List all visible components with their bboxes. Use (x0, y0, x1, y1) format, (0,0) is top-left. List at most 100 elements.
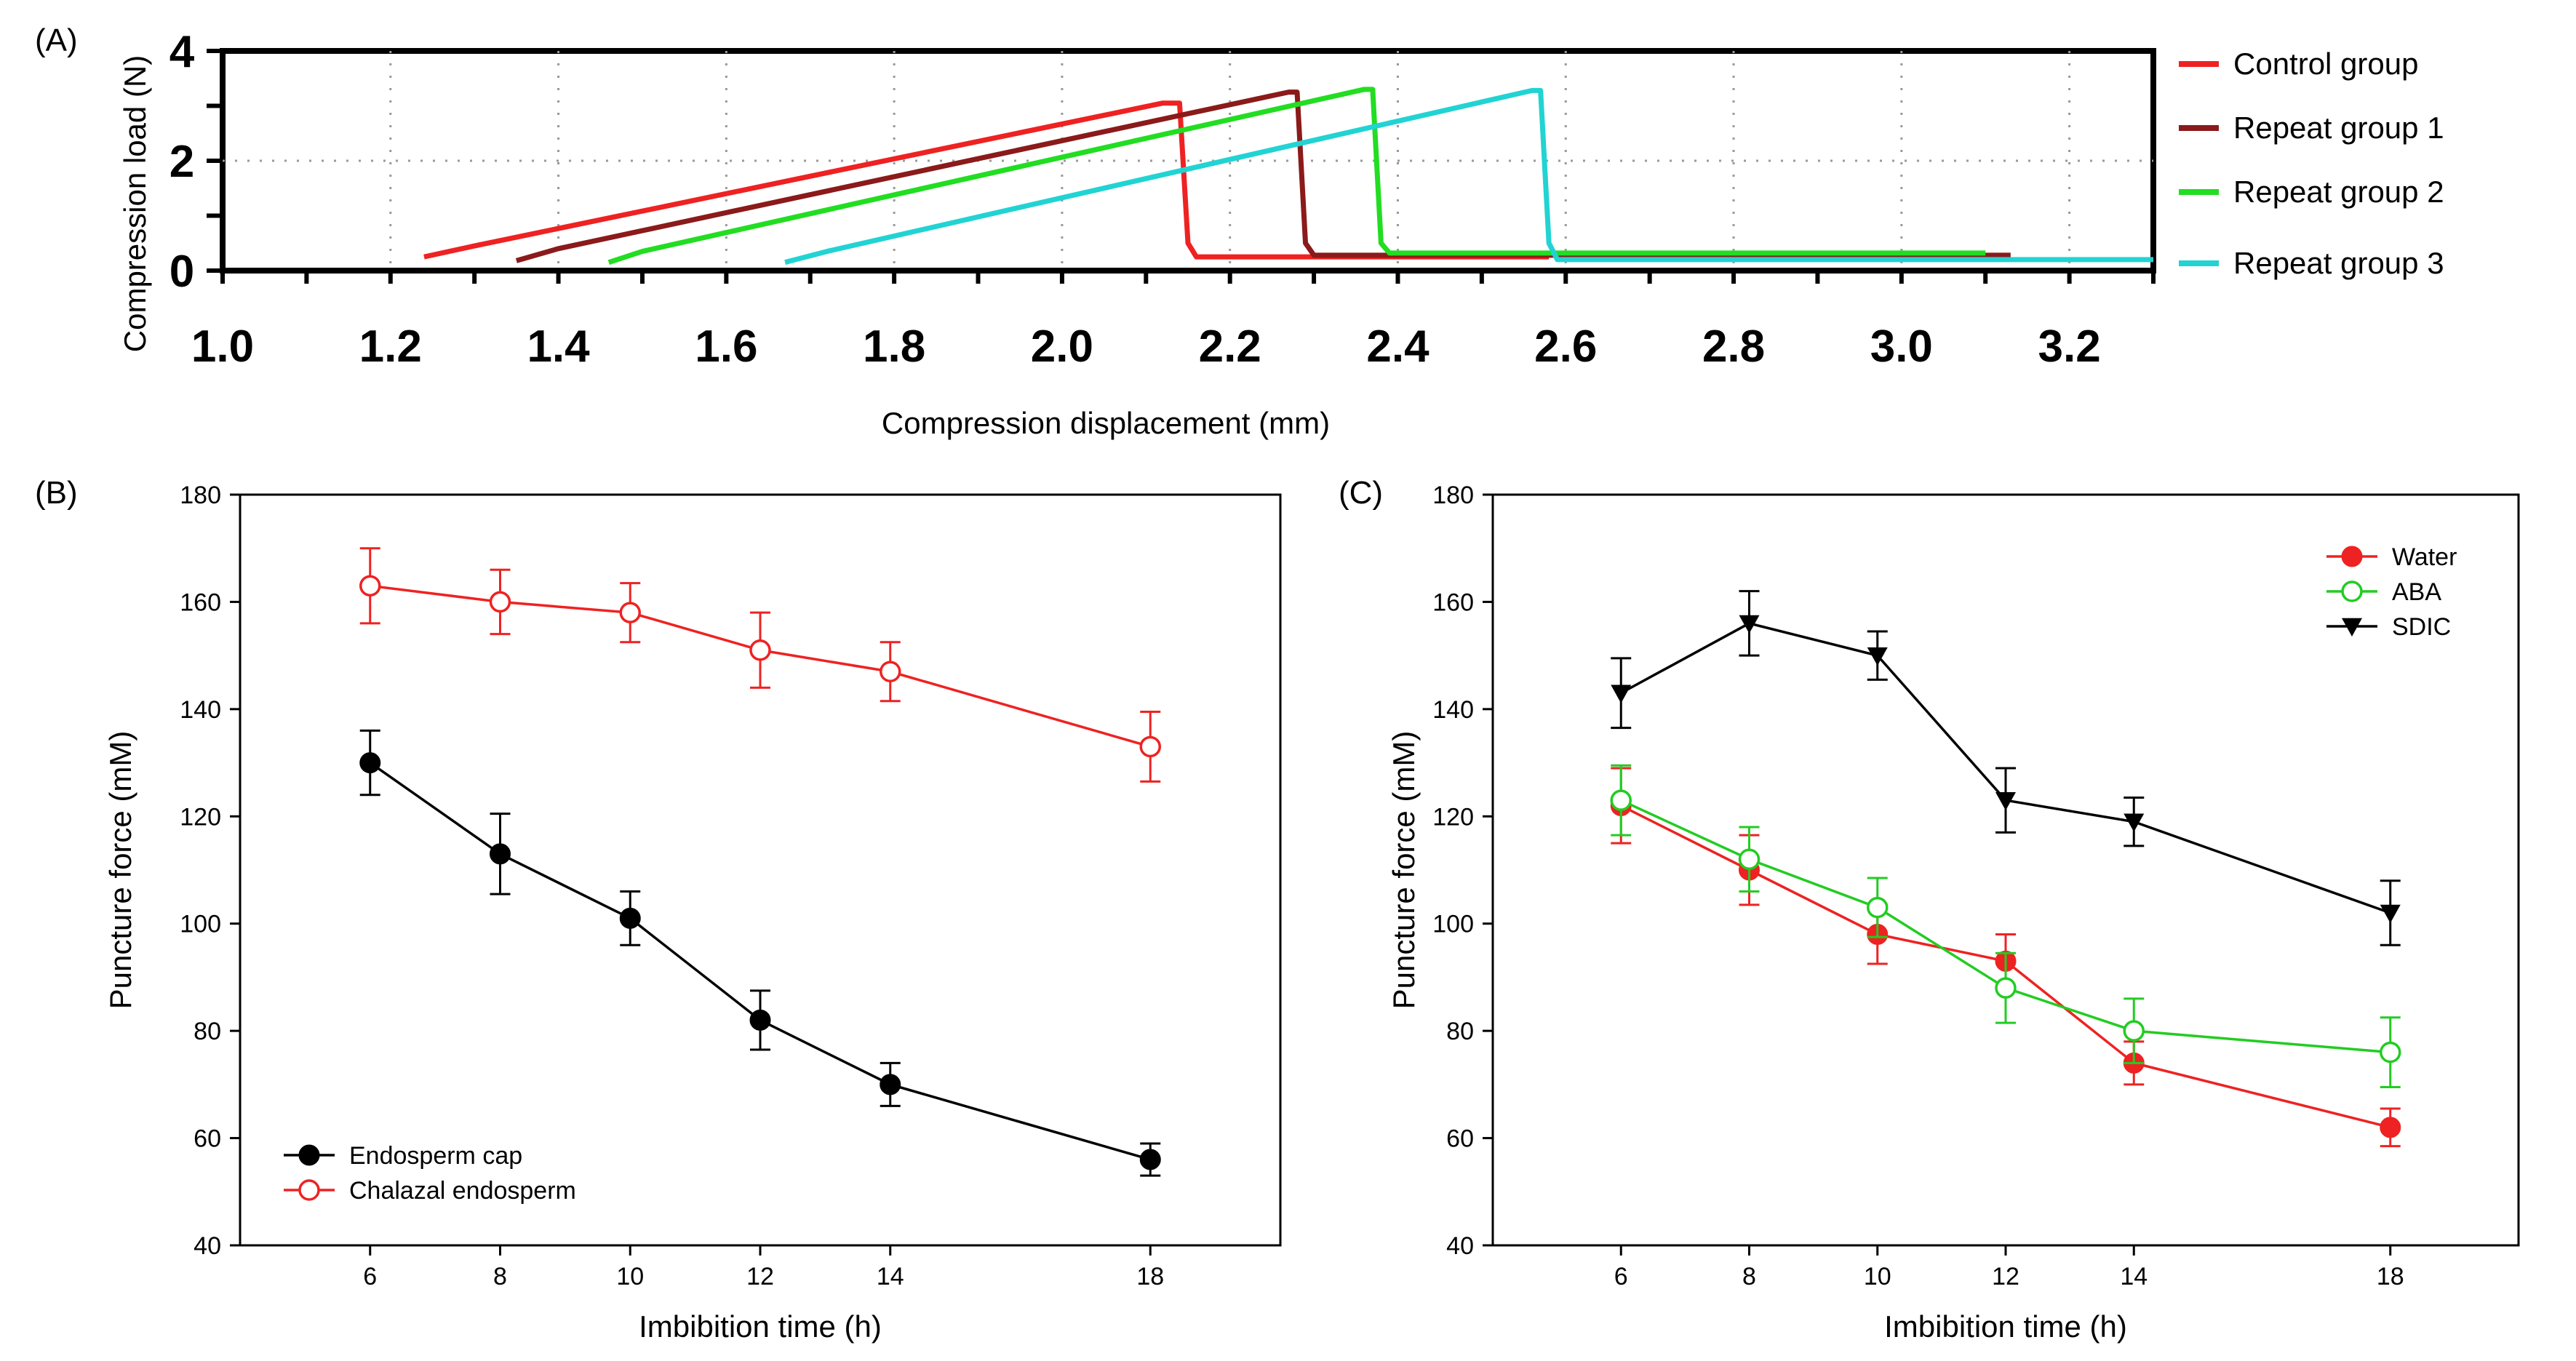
y-tick-label: 120 (1432, 803, 1474, 831)
data-point (1867, 896, 1889, 919)
legend-marker (2341, 546, 2363, 567)
panel-b-label: (B) (35, 475, 78, 511)
panel-b-ticks: 6 8 10 12 14 18 40 60 80 100 120 140 160 180 (180, 482, 1164, 1290)
panel-c-y-axis-label: Puncture force (mM) (1387, 731, 1421, 1010)
legend-label: SDIC (2392, 613, 2451, 641)
series-aba (1610, 764, 2401, 1089)
data-point (1611, 685, 1632, 703)
y-tick-label: 60 (1446, 1125, 1474, 1153)
data-point (2123, 1020, 2145, 1042)
data-point (749, 639, 771, 661)
x-tick-label: 2.6 (1534, 322, 1597, 372)
x-tick-label: 2.0 (1031, 322, 1093, 372)
panel-a-label: (A) (35, 23, 78, 58)
panel-c-legend: Water ABA SDIC (2326, 543, 2457, 641)
data-point (2380, 1041, 2401, 1063)
series-line-repeat-group-1 (515, 89, 2011, 263)
panel-b: (B) 6 8 10 12 14 18 40 60 80 100 120 140 160 180 Imbi… (35, 475, 1282, 1344)
data-point (2380, 1117, 2401, 1138)
x-tick-label: 3.0 (1870, 322, 1933, 372)
panel-c-ticks: 6 8 10 12 14 18 40 60 80 100 120 140 160 180 (1432, 482, 2404, 1290)
x-tick-label: 6 (363, 1263, 377, 1290)
x-tick-label: 12 (746, 1263, 774, 1290)
legend-marker (2341, 580, 2363, 602)
data-point (619, 907, 641, 929)
series-line (370, 584, 1151, 749)
y-tick-label: 160 (180, 588, 221, 616)
panel-b-legend: Endosperm cap Chalazal endosperm (284, 1142, 576, 1205)
series-line (1620, 622, 2391, 914)
data-point (490, 843, 511, 865)
data-point (1739, 615, 1760, 634)
x-tick-label: 2.8 (1702, 322, 1765, 372)
panel-a-ticks: 1.0 1.2 1.4 1.6 1.8 2.0 2.2 2.4 2.6 2.8 3.0 3.2 0 2 4 (170, 27, 2156, 372)
legend-marker (298, 1179, 320, 1201)
panel-c-x-axis-label: Imbibition time (h) (1884, 1309, 2127, 1344)
x-tick-label: 12 (1992, 1263, 2019, 1290)
y-tick-label: 100 (1432, 911, 1474, 938)
x-tick-label: 8 (493, 1263, 507, 1290)
y-tick-label: 2 (170, 137, 194, 187)
legend-label: Control group (2233, 47, 2418, 81)
legend-label: Water (2392, 543, 2457, 571)
y-tick-label: 100 (180, 911, 221, 938)
data-point (2124, 813, 2145, 832)
y-tick-label: 4 (170, 27, 195, 77)
legend-marker (2342, 618, 2362, 636)
panel-b-plot-frame (239, 493, 1282, 1247)
panel-a-y-axis-label: Compression load (N) (118, 55, 152, 352)
panel-b-series (359, 547, 1161, 1177)
x-tick-label: 18 (1136, 1263, 1164, 1290)
data-point (1738, 848, 1760, 871)
legend-label: Repeat group 3 (2233, 246, 2444, 280)
data-point (2380, 904, 2401, 923)
series-line-repeat-group-2 (607, 87, 1986, 266)
y-tick-label: 180 (180, 482, 221, 509)
y-tick-label: 40 (194, 1232, 221, 1260)
y-tick-label: 80 (1446, 1018, 1474, 1045)
y-tick-label: 140 (1432, 696, 1474, 724)
series-line-control-group (423, 100, 1550, 260)
data-point (1867, 647, 1888, 666)
legend-label: Endosperm cap (349, 1142, 522, 1170)
panel-c-series (1610, 590, 2401, 1148)
x-tick-label: 2.2 (1199, 322, 1261, 372)
x-tick-label: 10 (616, 1263, 644, 1290)
data-point (619, 602, 641, 623)
x-tick-label: 6 (1614, 1263, 1628, 1290)
x-tick-label: 8 (1742, 1263, 1756, 1290)
x-tick-label: 1.2 (359, 322, 422, 372)
data-point (1995, 977, 2017, 999)
x-tick-label: 14 (2120, 1263, 2148, 1290)
panel-a-x-axis-label: Compression displacement (mm) (882, 406, 1330, 440)
data-point (1610, 789, 1632, 811)
x-tick-label: 10 (1864, 1263, 1891, 1290)
x-tick-label: 1.4 (527, 322, 590, 372)
y-tick-label: 180 (1432, 482, 1474, 509)
x-tick-label: 14 (877, 1263, 904, 1290)
data-point (749, 1009, 771, 1031)
panel-b-x-axis-label: Imbibition time (h) (639, 1309, 882, 1344)
panel-a-grid (223, 51, 2153, 271)
panel-c-plot-frame (1491, 493, 2520, 1247)
series-sdic (1611, 590, 2401, 946)
panel-a-legend: Control group Repeat group 1 Repeat group … (2179, 47, 2444, 280)
data-point (1139, 735, 1161, 758)
x-tick-label: 2.4 (1366, 322, 1429, 372)
series-line (369, 762, 1151, 1161)
panel-c: (C) 6 8 10 12 14 18 40 60 80 100 120 140 160 180 Imbi… (1339, 475, 2520, 1344)
legend-label: Chalazal endosperm (349, 1177, 576, 1205)
y-tick-label: 80 (194, 1018, 221, 1045)
series-line (1620, 799, 2390, 1054)
data-point (359, 752, 381, 774)
series-chalazal-endosperm (359, 547, 1161, 783)
legend-marker (298, 1144, 320, 1166)
panel-c-label: (C) (1339, 475, 1383, 511)
y-tick-label: 40 (1446, 1232, 1474, 1260)
x-tick-label: 1.8 (863, 322, 925, 372)
data-point (489, 591, 511, 613)
x-tick-label: 1.0 (191, 322, 254, 372)
panel-a: (A) 1.0 1.2 1.4 1.6 1.8 2.0 2.2 2.4 2.6 2.8 3.0 3.2… (35, 23, 2444, 440)
series-endosperm-cap (359, 729, 1161, 1177)
